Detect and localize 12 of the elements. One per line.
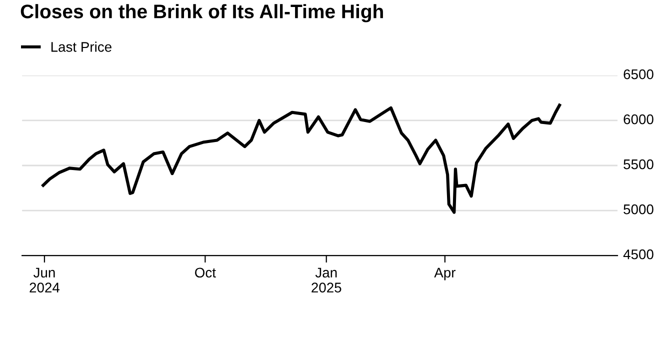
y-tick-label: 4500 (623, 249, 654, 260)
y-tick-label: 5500 (624, 159, 654, 170)
x-tick-label: Apr (434, 268, 456, 280)
y-tick-label: 6000 (624, 114, 654, 124)
chart-title: Closes on the Brink of Its All-Time High (20, 4, 383, 22)
line-series (42, 104, 562, 214)
y-tick-label: 5000 (624, 204, 654, 214)
x-tick-label: Jun 2024 (30, 268, 60, 292)
x-tick-label: Oct (195, 268, 216, 278)
legend-label: Last Price (51, 42, 112, 52)
x-tick-label: Jan 2025 (312, 268, 342, 292)
y-tick-label: 6500 (624, 69, 654, 80)
